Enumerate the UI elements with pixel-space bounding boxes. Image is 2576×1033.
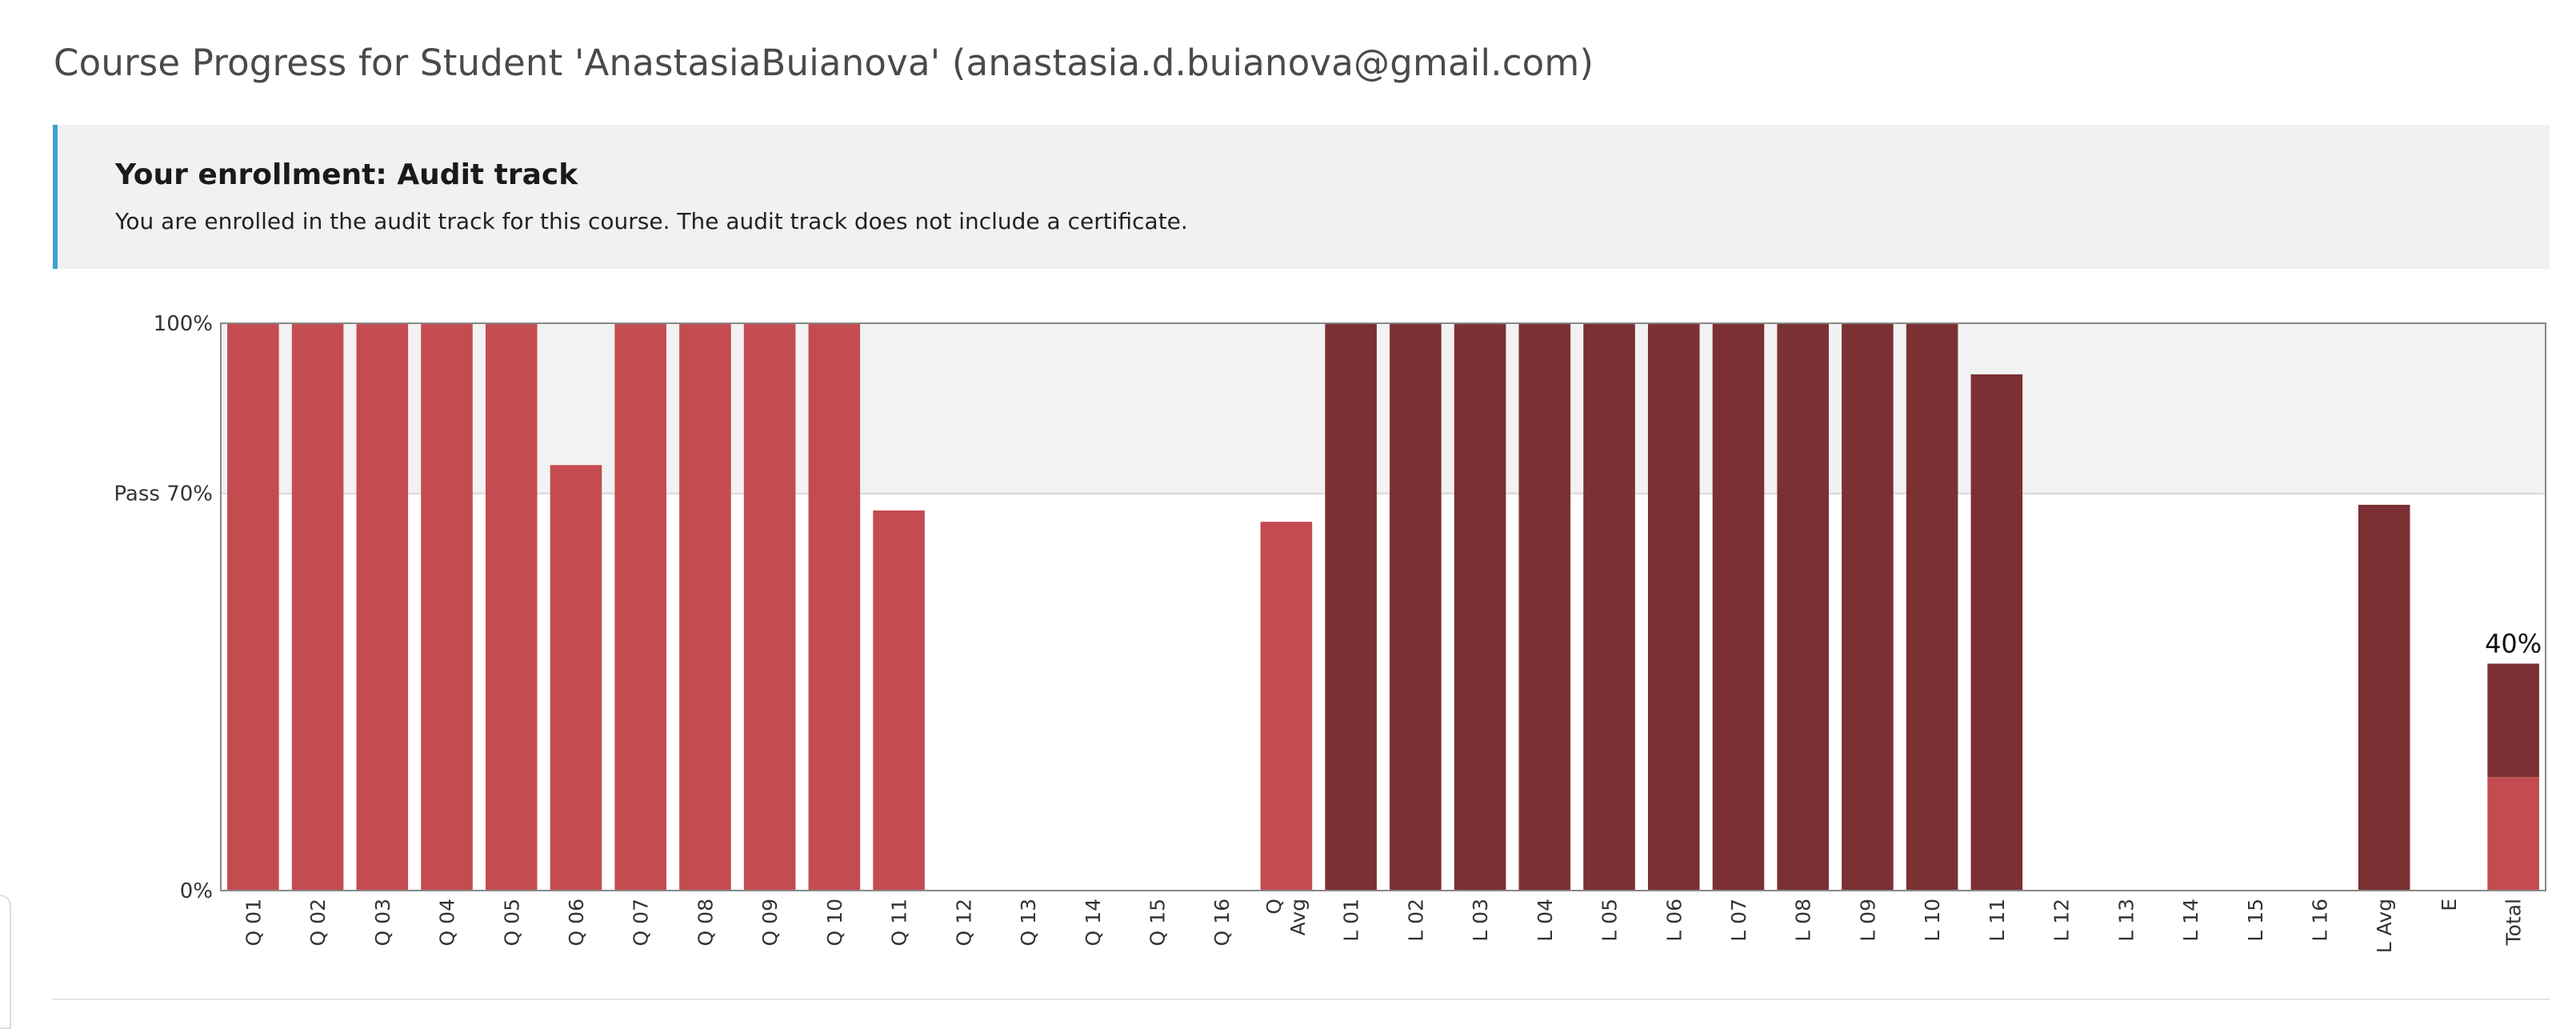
x-tick-label: L 15 bbox=[2244, 899, 2267, 942]
x-tick-label: L 01 bbox=[1340, 899, 1363, 942]
enrollment-heading: Your enrollment: Audit track bbox=[115, 158, 578, 191]
bar-lab bbox=[1647, 323, 1700, 891]
bar-lab bbox=[2487, 663, 2539, 778]
x-tick-label: L 07 bbox=[1727, 899, 1750, 942]
x-tick-label: L 04 bbox=[1534, 899, 1557, 942]
x-tick-label: Q 07 bbox=[630, 899, 653, 946]
bar-quiz bbox=[356, 323, 409, 891]
bar-lab bbox=[2358, 504, 2410, 891]
x-tick-label: Q 01 bbox=[242, 899, 265, 946]
x-tick-label: Q 03 bbox=[371, 899, 394, 946]
x-tick-label: L 16 bbox=[2308, 899, 2331, 942]
x-tick-label: Q 02 bbox=[306, 899, 330, 946]
x-tick-label: Q bbox=[1262, 899, 1286, 915]
x-tick-label: L 06 bbox=[1662, 899, 1686, 942]
bar-quiz bbox=[550, 465, 602, 891]
x-tick-label: Total bbox=[2502, 899, 2526, 946]
bar-quiz bbox=[679, 323, 731, 891]
y-tick-label: 100% bbox=[154, 312, 213, 336]
y-tick-label: Pass 70% bbox=[114, 482, 213, 506]
bar-lab bbox=[1712, 323, 1765, 891]
bar-lab bbox=[1842, 323, 1894, 891]
x-tick-label: Q 08 bbox=[694, 899, 717, 946]
x-tick-label: Q 16 bbox=[1210, 899, 1234, 946]
side-panel-edge bbox=[0, 895, 11, 1029]
bar-lab bbox=[1970, 374, 2023, 891]
bar-quiz bbox=[743, 323, 796, 891]
bar-quiz bbox=[2487, 777, 2539, 891]
bar-lab bbox=[1906, 323, 1958, 891]
x-tick-label: L 11 bbox=[1986, 899, 2009, 942]
bar-lab bbox=[1454, 323, 1506, 891]
x-tick-label: Q 15 bbox=[1146, 899, 1169, 946]
page-title: Course Progress for Student 'AnastasiaBu… bbox=[54, 42, 1594, 84]
x-tick-label: Q 06 bbox=[565, 899, 588, 946]
plot-frame bbox=[220, 322, 2546, 891]
x-tick-label: L 12 bbox=[2050, 899, 2074, 942]
pass-band bbox=[221, 323, 2546, 494]
x-tick-label: Q 09 bbox=[758, 899, 782, 946]
bar-quiz bbox=[1260, 522, 1313, 891]
section-divider bbox=[53, 999, 2550, 1000]
bar-lab bbox=[1390, 323, 1442, 891]
x-tick-label: Q 05 bbox=[500, 899, 523, 946]
bar-quiz bbox=[291, 323, 344, 891]
x-tick-label: Q 13 bbox=[1017, 899, 1040, 946]
x-tick-label: L 09 bbox=[1856, 899, 1879, 942]
enrollment-banner: Your enrollment: Audit track You are enr… bbox=[53, 125, 2550, 269]
bar-lab bbox=[1518, 323, 1571, 891]
bar-quiz bbox=[808, 323, 861, 891]
x-tick-label: L 10 bbox=[1921, 899, 1944, 942]
x-tick-label: Q 12 bbox=[952, 899, 975, 946]
bar-quiz bbox=[227, 323, 279, 891]
enrollment-message: You are enrolled in the audit track for … bbox=[115, 208, 1188, 234]
x-tick-label: L 13 bbox=[2114, 899, 2138, 942]
x-tick-label: L 14 bbox=[2179, 899, 2202, 942]
x-tick-label: L 03 bbox=[1469, 899, 1492, 942]
x-tick-label: E bbox=[2438, 899, 2461, 911]
bar-quiz bbox=[421, 323, 473, 891]
total-value-label: 40% bbox=[2485, 628, 2542, 659]
bar-lab bbox=[1777, 323, 1829, 891]
bar-lab bbox=[1583, 323, 1635, 891]
x-tick-label: Q 10 bbox=[823, 899, 846, 946]
x-tick-label: L 02 bbox=[1404, 899, 1427, 942]
bar-quiz bbox=[614, 323, 666, 891]
bar-quiz bbox=[873, 510, 925, 891]
x-tick-label: L Avg bbox=[2373, 899, 2396, 953]
x-tick-label: Avg bbox=[1286, 899, 1310, 935]
y-tick-label: 0% bbox=[180, 879, 213, 903]
x-tick-label: Q 14 bbox=[1082, 899, 1105, 946]
x-tick-label: L 08 bbox=[1792, 899, 1815, 942]
x-tick-label: L 05 bbox=[1598, 899, 1622, 942]
x-tick-label: Q 04 bbox=[436, 899, 459, 946]
bar-lab bbox=[1325, 323, 1377, 891]
x-tick-label: Q 11 bbox=[888, 899, 911, 946]
bar-quiz bbox=[485, 323, 538, 891]
